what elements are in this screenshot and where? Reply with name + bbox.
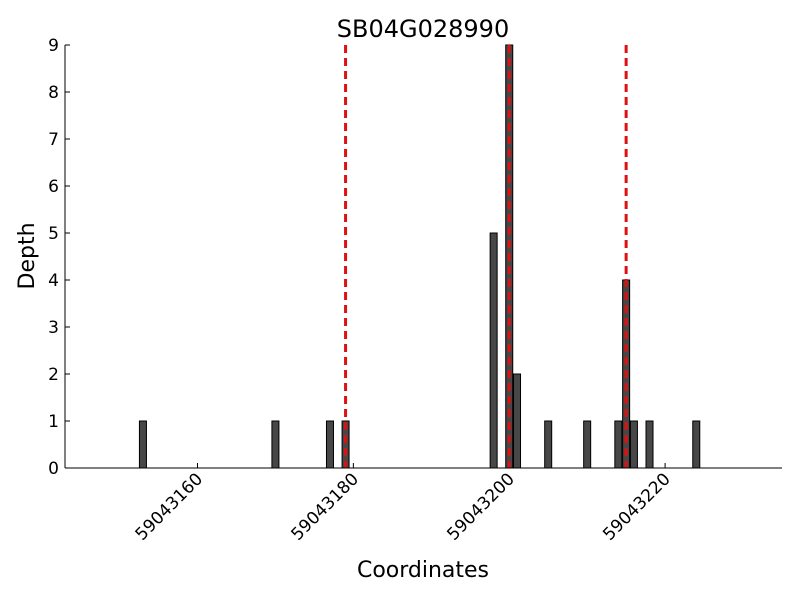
y-axis-label: Depth xyxy=(15,222,40,289)
y-tick-label-6: 6 xyxy=(48,177,59,197)
axes xyxy=(64,45,782,469)
x-tick-label-59043180: 59043180 xyxy=(288,469,363,544)
bar-6 xyxy=(513,373,522,469)
bar-0 xyxy=(138,420,147,469)
bar-2 xyxy=(325,420,334,469)
y-tick-label-2: 2 xyxy=(48,365,59,385)
bar-1 xyxy=(271,420,280,469)
bar-9 xyxy=(614,420,623,469)
reference-lines xyxy=(344,45,628,468)
y-tick-label-0: 0 xyxy=(48,459,59,479)
y-tick-label-8: 8 xyxy=(48,83,59,103)
y-tick-label-3: 3 xyxy=(48,318,59,338)
bar-12 xyxy=(645,420,654,469)
bar-7 xyxy=(544,420,553,469)
bar-11 xyxy=(629,420,638,469)
chart-title: SB04G028990 xyxy=(337,15,509,43)
y-tick-label-5: 5 xyxy=(48,224,59,244)
y-tick-label-9: 9 xyxy=(48,36,59,56)
y-tick-label-7: 7 xyxy=(48,130,59,150)
x-tick-label-59043220: 59043220 xyxy=(599,469,674,544)
bar-8 xyxy=(583,420,592,469)
bars xyxy=(138,44,701,469)
bar-4 xyxy=(489,232,498,469)
y-tick-label-1: 1 xyxy=(48,412,59,432)
x-tick-label-59043160: 59043160 xyxy=(132,469,207,544)
y-axis-ticks: 0 1 2 3 4 5 6 7 8 9 xyxy=(48,36,70,479)
x-axis-label: Coordinates xyxy=(357,558,489,583)
x-tick-label-59043200: 59043200 xyxy=(443,469,518,544)
x-axis-ticks: 59043160 59043180 59043200 59043220 xyxy=(132,463,675,545)
bar-13 xyxy=(692,420,701,469)
y-tick-label-4: 4 xyxy=(48,271,59,291)
